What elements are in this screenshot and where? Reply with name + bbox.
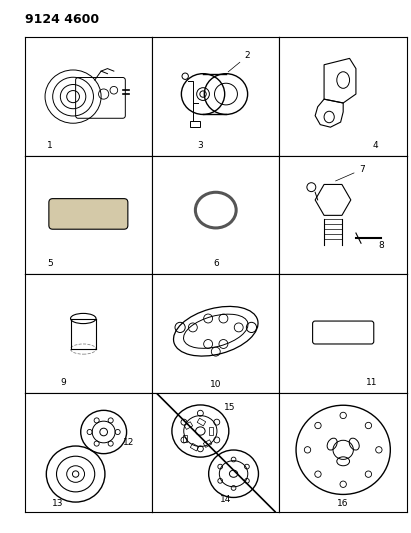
Text: 15: 15: [224, 403, 236, 412]
Text: 11: 11: [365, 378, 377, 387]
Text: 14: 14: [219, 495, 231, 504]
Text: 8: 8: [379, 241, 384, 251]
Bar: [203, 440, 212, 447]
Bar: [190, 121, 201, 127]
Bar: [190, 443, 199, 451]
Text: 12: 12: [123, 438, 135, 447]
Bar: [197, 418, 206, 426]
Text: 10: 10: [210, 380, 222, 389]
FancyBboxPatch shape: [49, 199, 128, 229]
Bar: [184, 422, 193, 430]
Text: 9124 4600: 9124 4600: [25, 13, 99, 26]
Bar: [182, 434, 187, 442]
Text: 6: 6: [213, 259, 219, 268]
Text: 9: 9: [60, 378, 66, 387]
Text: 2: 2: [228, 51, 250, 72]
Text: 5: 5: [47, 259, 53, 268]
Text: 13: 13: [52, 499, 64, 508]
Text: 16: 16: [337, 499, 349, 508]
Text: 4: 4: [372, 141, 378, 150]
Text: 1: 1: [47, 141, 53, 150]
Text: 7: 7: [335, 165, 365, 181]
Text: 3: 3: [198, 141, 203, 150]
Bar: [209, 427, 213, 434]
